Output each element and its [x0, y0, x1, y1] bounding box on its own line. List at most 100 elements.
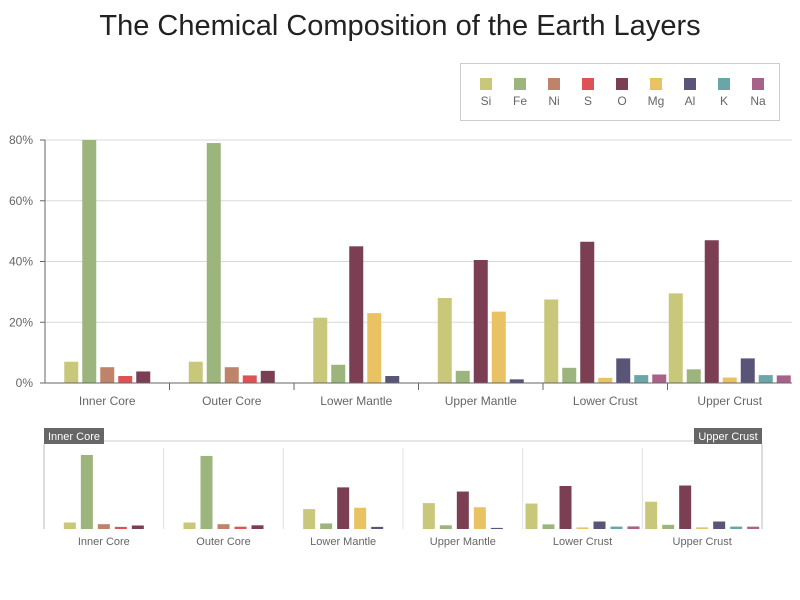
main-bar-upper-crust-fe[interactable] — [686, 369, 701, 383]
main-bar-outer-core-si[interactable] — [188, 361, 203, 383]
legend-swatch — [684, 78, 696, 90]
navigator-start-handle-box — [44, 428, 104, 444]
nav-bar-upper-mantle-al — [490, 527, 503, 529]
y-tick-label: 80% — [9, 133, 33, 147]
nav-bar-outer-core-fe — [200, 455, 213, 529]
navigator-top-edge — [43, 440, 763, 445]
nav-bar-lower-mantle-al — [371, 526, 384, 529]
bars-layer — [64, 140, 791, 383]
nav-bar-upper-crust-si — [645, 501, 658, 529]
nav-bar-lower-mantle-fe — [320, 523, 333, 529]
legend-item-ni[interactable]: Ni — [537, 78, 571, 108]
legend-item-o[interactable]: O — [605, 78, 639, 108]
legend-swatch — [514, 78, 526, 90]
main-bar-outer-core-ni[interactable] — [224, 367, 239, 383]
nav-bar-upper-mantle-si — [422, 503, 435, 529]
nav-bar-lower-crust-fe — [542, 524, 555, 529]
main-bar-upper-crust-si[interactable] — [668, 293, 683, 383]
x-tick-label: Inner Core — [79, 394, 136, 408]
x-tick-label: Outer Core — [202, 394, 262, 408]
x-tick-label: Upper Mantle — [445, 394, 517, 408]
legend-swatch — [548, 78, 560, 90]
nav-bar-lower-mantle-o — [337, 487, 350, 529]
main-bar-upper-mantle-o[interactable] — [473, 259, 488, 383]
main-bar-inner-core-fe[interactable] — [82, 140, 97, 383]
legend-label: Al — [684, 94, 696, 108]
legend-swatch — [616, 78, 628, 90]
nav-bar-inner-core-fe — [80, 455, 93, 529]
main-bar-lower-mantle-mg[interactable] — [367, 313, 382, 383]
main-bar-inner-core-si[interactable] — [64, 361, 79, 383]
navigator-start-handle[interactable]: Inner Core — [44, 428, 104, 444]
nav-bar-upper-crust-fe — [662, 524, 675, 529]
main-bar-lower-crust-o[interactable] — [580, 241, 595, 383]
main-bar-lower-mantle-fe[interactable] — [331, 364, 346, 383]
nav-bar-lower-mantle-mg — [354, 507, 367, 529]
legend-label: K — [719, 94, 728, 108]
nav-bar-outer-core-si — [183, 522, 196, 529]
legend-label: Na — [750, 94, 766, 108]
main-bar-outer-core-s[interactable] — [242, 375, 257, 383]
legend: Si Fe Ni S O Mg Al K Na — [460, 63, 780, 121]
nav-bar-inner-core-s — [114, 526, 127, 529]
nav-bar-lower-mantle-si — [303, 509, 316, 529]
legend-item-mg[interactable]: Mg — [639, 78, 673, 108]
x-tick-label: Upper Crust — [697, 394, 762, 408]
main-bar-upper-crust-o[interactable] — [704, 240, 719, 383]
nav-bar-upper-crust-o — [679, 485, 692, 529]
main-bar-lower-crust-fe[interactable] — [562, 367, 577, 383]
legend-item-na[interactable]: Na — [741, 78, 775, 108]
legend-item-fe[interactable]: Fe — [503, 78, 537, 108]
grid-layer — [45, 139, 792, 323]
nav-bar-upper-crust-na — [747, 526, 760, 529]
y-tick-label: 40% — [9, 255, 33, 269]
legend-item-k[interactable]: K — [707, 78, 741, 108]
navigator-category-label: Lower Mantle — [310, 536, 376, 548]
navigator-start-label: Inner Core — [48, 431, 100, 443]
navigator-category-label: Upper Mantle — [430, 536, 496, 548]
main-bar-upper-crust-al[interactable] — [740, 358, 755, 383]
nav-bar-lower-crust-mg — [576, 527, 589, 529]
navigator-end-handle[interactable]: Upper Crust — [694, 428, 762, 444]
main-bar-inner-core-ni[interactable] — [100, 367, 115, 383]
nav-bar-lower-crust-na — [627, 526, 640, 529]
navigator[interactable]: Inner Core Outer Core Lower Mantle Upper Ma… — [43, 428, 763, 548]
main-bar-upper-mantle-mg[interactable] — [491, 311, 506, 383]
nav-bar-inner-core-o — [131, 525, 144, 529]
main-bar-inner-core-o[interactable] — [136, 371, 151, 383]
nav-bar-lower-crust-si — [525, 503, 538, 529]
legend-item-si[interactable]: Si — [469, 78, 503, 108]
navigator-end-label: Upper Crust — [698, 431, 757, 443]
main-bar-lower-mantle-o[interactable] — [349, 246, 364, 383]
nav-bar-upper-mantle-fe — [439, 525, 452, 529]
main-bar-lower-crust-k[interactable] — [634, 375, 649, 383]
main-bar-lower-crust-mg[interactable] — [598, 377, 613, 383]
main-bar-upper-crust-k[interactable] — [758, 375, 773, 383]
main-bar-inner-core-s[interactable] — [118, 376, 133, 383]
main-bar-lower-crust-al[interactable] — [616, 358, 631, 383]
nav-bar-outer-core-ni — [217, 524, 230, 529]
y-tick-label: 60% — [9, 194, 33, 208]
navigator-category-label: Lower Crust — [553, 536, 612, 548]
main-bar-lower-mantle-si[interactable] — [313, 317, 328, 383]
main-bar-upper-mantle-si[interactable] — [437, 297, 452, 383]
main-bar-lower-crust-na[interactable] — [652, 374, 667, 383]
main-bar-upper-mantle-al[interactable] — [509, 379, 524, 383]
main-bar-outer-core-fe[interactable] — [206, 143, 221, 383]
main-bar-lower-mantle-al[interactable] — [385, 376, 400, 383]
main-bar-outer-core-o[interactable] — [260, 370, 275, 383]
nav-bar-outer-core-s — [234, 526, 247, 529]
main-bar-upper-crust-mg[interactable] — [722, 377, 737, 383]
nav-bar-lower-crust-o — [559, 485, 572, 529]
legend-item-al[interactable]: Al — [673, 78, 707, 108]
legend-label: O — [617, 94, 627, 108]
legend-swatch — [752, 78, 764, 90]
nav-bar-outer-core-o — [251, 525, 264, 529]
legend-swatch — [718, 78, 730, 90]
main-bar-upper-crust-na[interactable] — [776, 375, 791, 383]
nav-bar-lower-crust-al — [593, 521, 606, 529]
main-bar-upper-mantle-fe[interactable] — [455, 370, 470, 383]
legend-item-s[interactable]: S — [571, 78, 605, 108]
main-bar-lower-crust-si[interactable] — [544, 299, 559, 383]
nav-bar-inner-core-ni — [97, 524, 110, 529]
